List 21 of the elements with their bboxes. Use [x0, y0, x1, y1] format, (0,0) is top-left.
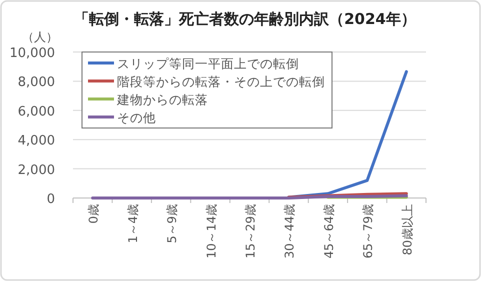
x-tick-label: 65～79歳	[361, 204, 376, 259]
legend-label: 建物からの転落	[116, 92, 208, 107]
y-tick-label: 0	[46, 192, 55, 207]
x-tick-label: 30～44歳	[282, 204, 297, 259]
legend-label: 階段等からの転落・その上での転倒	[117, 74, 325, 89]
y-tick-label: 10,000	[10, 46, 55, 61]
legend-label: スリップ等同一平面上での転倒	[117, 56, 299, 71]
x-tick-label: 80歳以上	[400, 204, 414, 256]
x-tick-label: 15～29歳	[244, 204, 258, 259]
chart-title: 「転倒・転落」死亡者数の年齢別内訳（2024年）	[74, 10, 416, 28]
y-tick-label: 6,000	[18, 104, 55, 120]
x-tick-label: 10～14歳	[204, 204, 218, 259]
x-tick-label: 0歳	[86, 204, 101, 224]
legend-label: その他	[117, 110, 156, 125]
y-tick-label: 8,000	[18, 75, 55, 90]
y-tick-label: 4,000	[18, 134, 55, 149]
y-tick-label: 2,000	[18, 162, 55, 178]
x-tick-label: 45～64歳	[322, 204, 336, 259]
x-tick-label: 5～9歳	[165, 204, 180, 244]
x-tick-label: 1～4歳	[126, 204, 140, 244]
y-axis-title: （人）	[22, 30, 58, 44]
